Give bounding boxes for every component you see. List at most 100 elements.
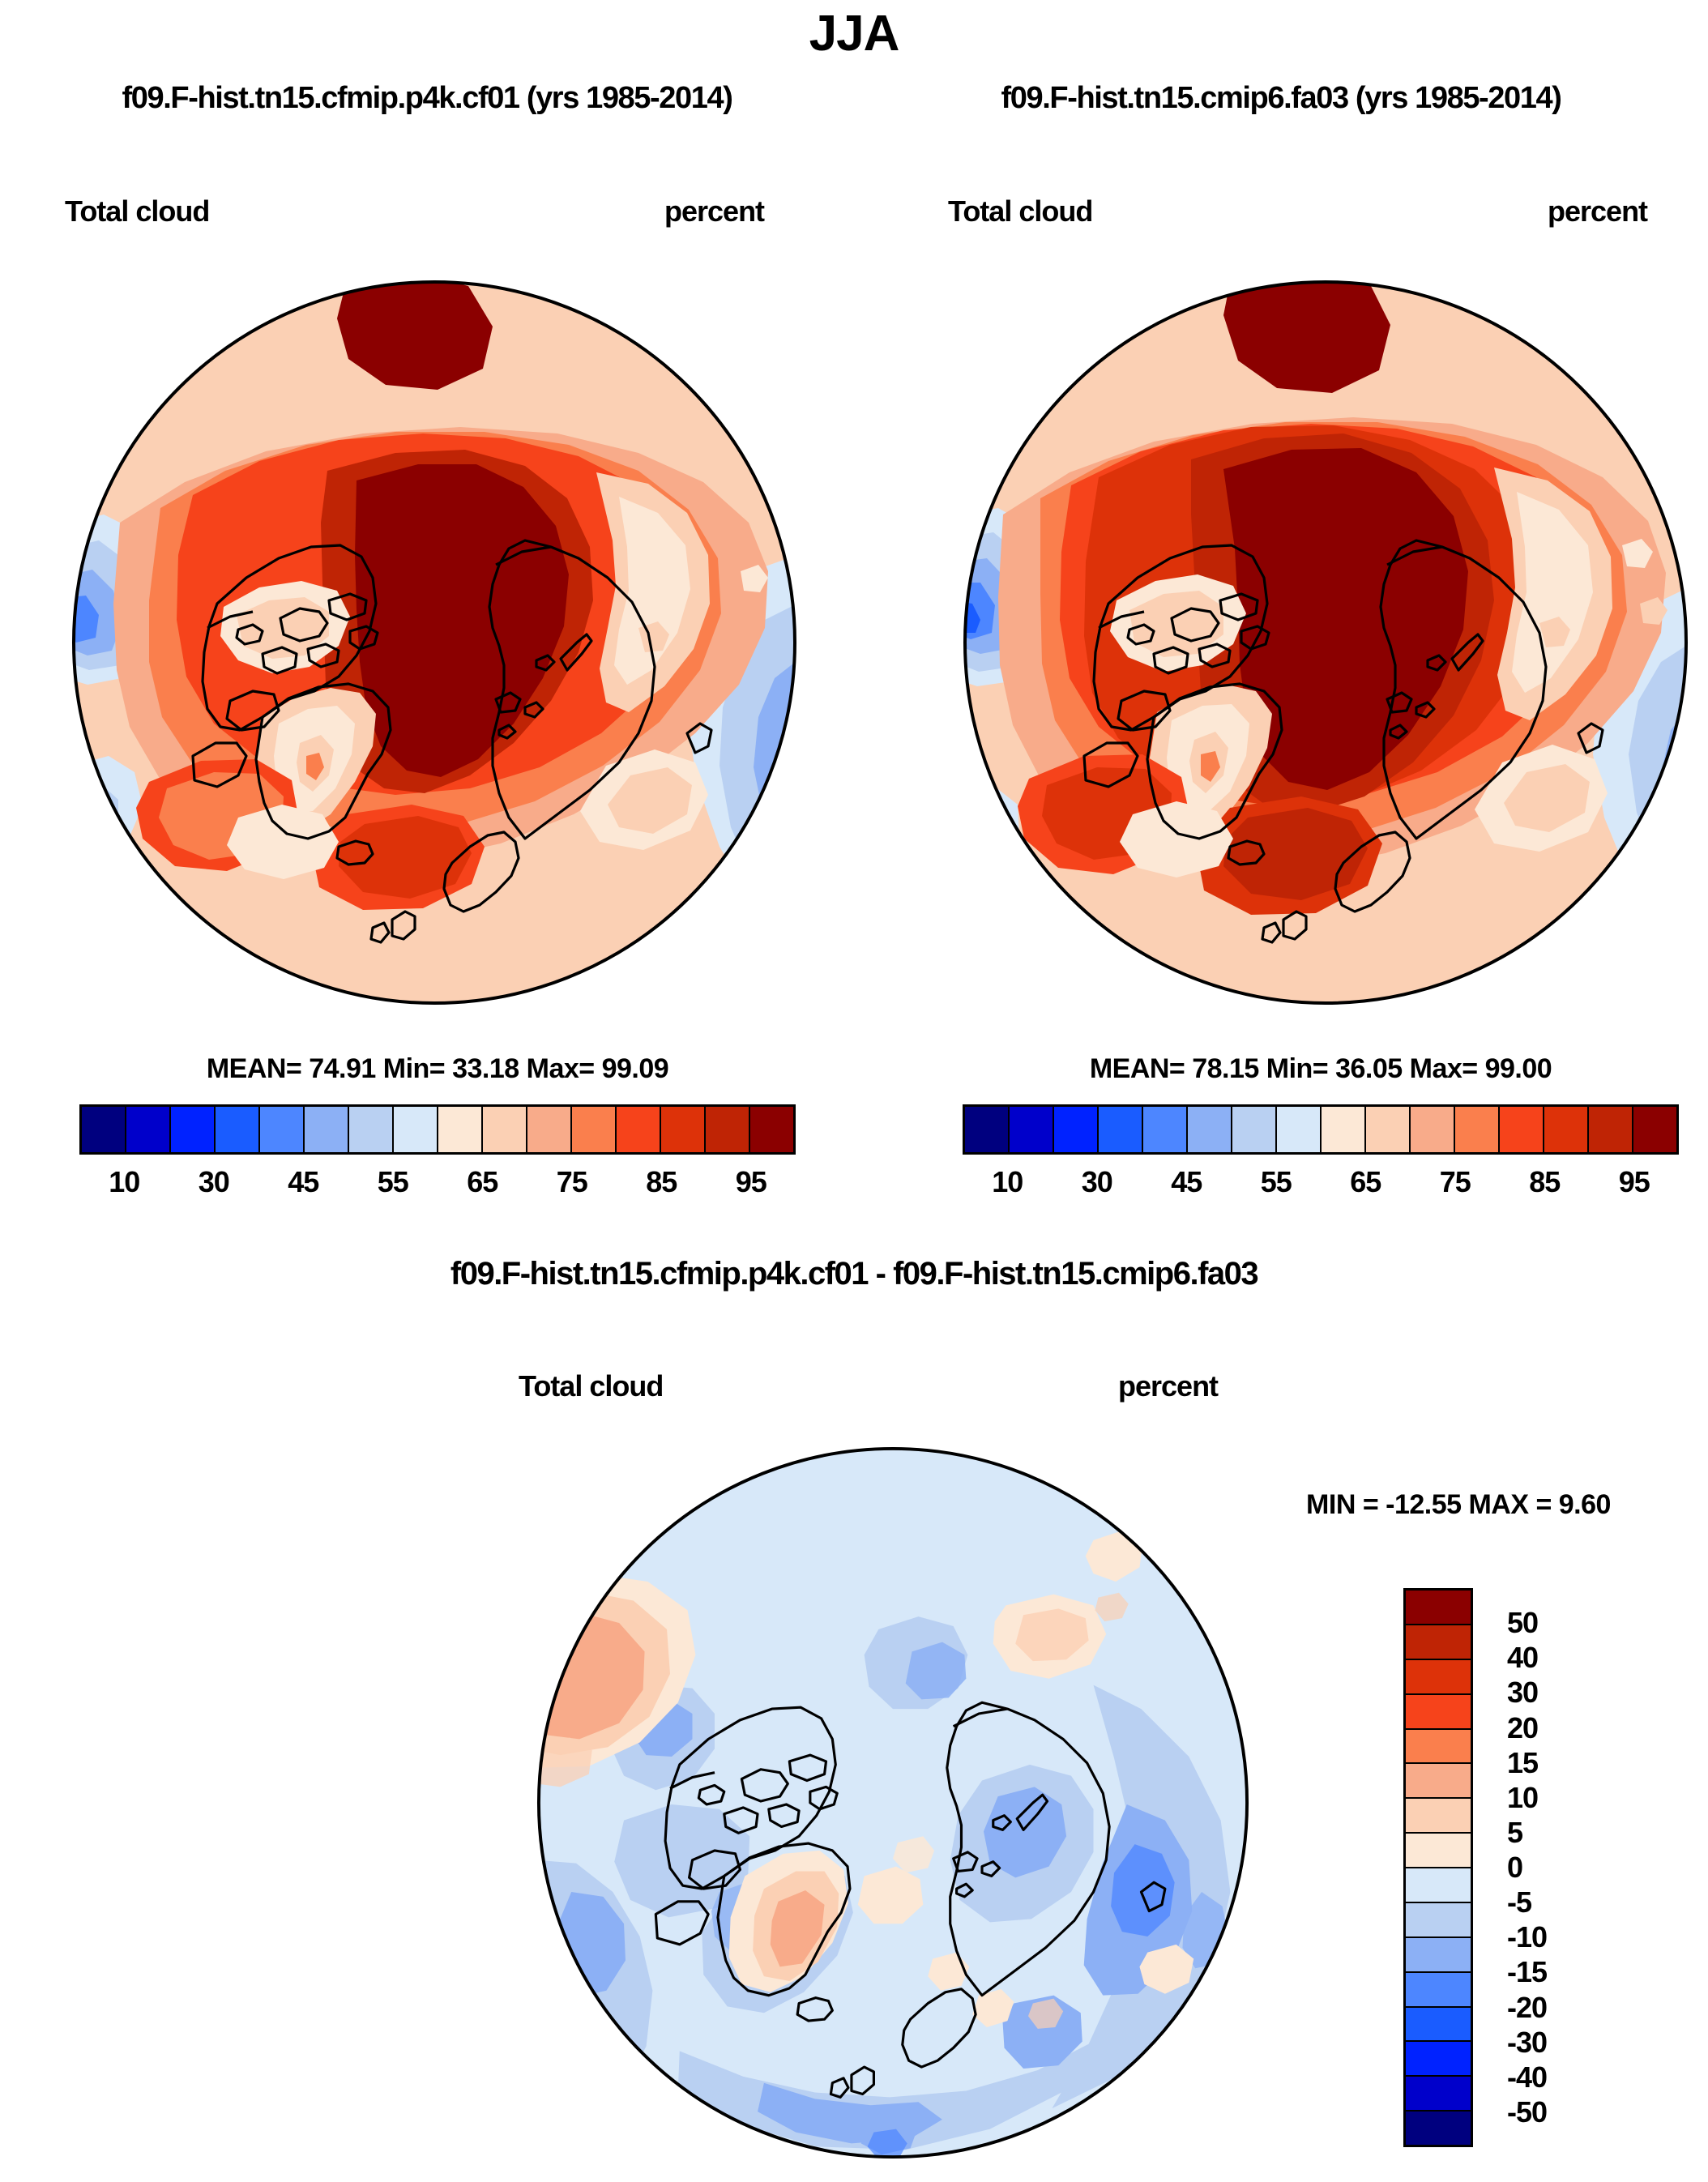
colorbar-cell [1544,1107,1589,1152]
colorbar-right [963,1104,1679,1155]
colorbar-cell [1589,1107,1633,1152]
stats-left: MEAN= 74.91 Min= 33.18 Max= 99.09 [206,1053,669,1084]
page-title: JJA [809,6,900,62]
colorbar-tick-label: 10 [109,1165,140,1198]
colorbar-tick-label: -30 [1507,2025,1548,2059]
colorbar-cell [1500,1107,1544,1152]
colorbar-ticks-right: 10 30 45 55 65 75 85 95 [963,1165,1679,1211]
colorbar-tick-label: 30 [1081,1165,1113,1198]
colorbar-cell [1406,1834,1471,1868]
colorbar-tick-label: 50 [1507,1606,1539,1640]
colorbar-cell [1232,1107,1277,1152]
colorbar-cell [305,1107,349,1152]
colorbar-cell [965,1107,1010,1152]
colorbar-tick-label: -40 [1507,2060,1548,2094]
colorbar-cell [1455,1107,1500,1152]
colorbar-cell [1406,1799,1471,1834]
colorbar-tick-label: -10 [1507,1920,1548,1954]
panel-title-diff: f09.F-hist.tn15.cfmip.p4k.cf01 - f09.F-h… [450,1256,1259,1292]
unit-label-right: percent [1548,194,1648,228]
colorbar-cell [1099,1107,1143,1152]
colorbar-cell [1406,1694,1471,1730]
colorbar-cell [1406,1591,1471,1625]
polar-map-diff [536,1446,1249,2159]
colorbar-tick-label: 75 [556,1165,588,1198]
colorbar-cell [438,1107,483,1152]
colorbar-tick-label: 85 [1529,1165,1561,1198]
unit-label-left: percent [664,194,765,228]
colorbar-tick-label: 65 [1350,1165,1381,1198]
colorbar-cell [1143,1107,1188,1152]
colorbar-cell [1010,1107,1054,1152]
colorbar-cell [1406,2042,1471,2077]
colorbar-cell [82,1107,126,1152]
colorbar-tick-label: 45 [1171,1165,1202,1198]
colorbar-tick-label: 0 [1507,1851,1523,1884]
colorbar-cell [1406,2077,1471,2112]
colorbar-cell [527,1107,572,1152]
colorbar-cell [1406,2112,1471,2145]
colorbar-cell [1406,1764,1471,1800]
colorbar-cell [1406,1937,1471,1973]
colorbar-cell [1406,1972,1471,2008]
colorbar-tick-label: 55 [377,1165,409,1198]
colorbar-cell [1411,1107,1455,1152]
colorbar-cell [1406,1902,1471,1938]
colorbar-tick-label: -5 [1507,1885,1532,1919]
panel-title-left: f09.F-hist.tn15.cfmip.p4k.cf01 (yrs 1985… [122,81,733,115]
colorbar-tick-label: 85 [646,1165,677,1198]
colorbar-cell [617,1107,661,1152]
colorbar-cell [1633,1107,1676,1152]
colorbar-tick-label: 10 [992,1165,1023,1198]
panel-title-right: f09.F-hist.tn15.cmip6.fa03 (yrs 1985-201… [1001,81,1562,115]
colorbar-cell [1406,1729,1471,1765]
colorbar-left [79,1104,796,1155]
colorbar-cell [483,1107,527,1152]
variable-label-right: Total cloud [948,194,1093,228]
colorbar-tick-label: 55 [1260,1165,1292,1198]
minmax-diff: MIN = -12.55 MAX = 9.60 [1306,1489,1611,1520]
colorbar-cell [216,1107,260,1152]
colorbar-tick-label: 15 [1507,1745,1539,1779]
colorbar-cell [1054,1107,1099,1152]
colorbar-cell [750,1107,793,1152]
colorbar-cell [260,1107,305,1152]
colorbar-cell [572,1107,617,1152]
colorbar-tick-label: 45 [288,1165,319,1198]
colorbar-tick-label: 75 [1439,1165,1471,1198]
colorbar-cell [1322,1107,1366,1152]
stats-right: MEAN= 78.15 Min= 36.05 Max= 99.00 [1089,1053,1552,1084]
variable-label-diff: Total cloud [519,1369,664,1403]
colorbar-cell [706,1107,750,1152]
colorbar-tick-label: 30 [1507,1676,1539,1710]
colorbar-cell [1406,1868,1471,1903]
colorbar-tick-label: 95 [735,1165,767,1198]
colorbar-ticks-left: 10 30 45 55 65 75 85 95 [79,1165,796,1211]
colorbar-tick-label: 5 [1507,1815,1523,1849]
polar-map-left [72,280,796,1005]
colorbar-ticks-diff: 50 40 30 20 15 10 5 0 -5 -10 -15 -20 -30 -40 -50 [1484,1588,1630,2147]
colorbar-tick-label: 95 [1618,1165,1650,1198]
colorbar-cell [1188,1107,1232,1152]
colorbar-diff [1403,1588,1473,2147]
colorbar-tick-label: 10 [1507,1780,1539,1814]
colorbar-tick-label: 65 [467,1165,498,1198]
colorbar-tick-label: 30 [198,1165,230,1198]
colorbar-cell [171,1107,216,1152]
colorbar-tick-label: 20 [1507,1710,1539,1744]
colorbar-cell [126,1107,171,1152]
colorbar-tick-label: 40 [1507,1641,1539,1675]
colorbar-cell [394,1107,438,1152]
colorbar-cell [1406,1625,1471,1660]
colorbar-cell [1366,1107,1411,1152]
colorbar-tick-label: -20 [1507,1990,1548,2024]
colorbar-tick-label: -50 [1507,2094,1548,2129]
colorbar-cell [661,1107,706,1152]
variable-label-left: Total cloud [65,194,210,228]
colorbar-tick-label: -15 [1507,1955,1548,1989]
unit-label-diff: percent [1118,1369,1219,1403]
colorbar-cell [1277,1107,1322,1152]
colorbar-cell [1406,2007,1471,2043]
polar-map-right [963,280,1688,1005]
colorbar-cell [349,1107,394,1152]
